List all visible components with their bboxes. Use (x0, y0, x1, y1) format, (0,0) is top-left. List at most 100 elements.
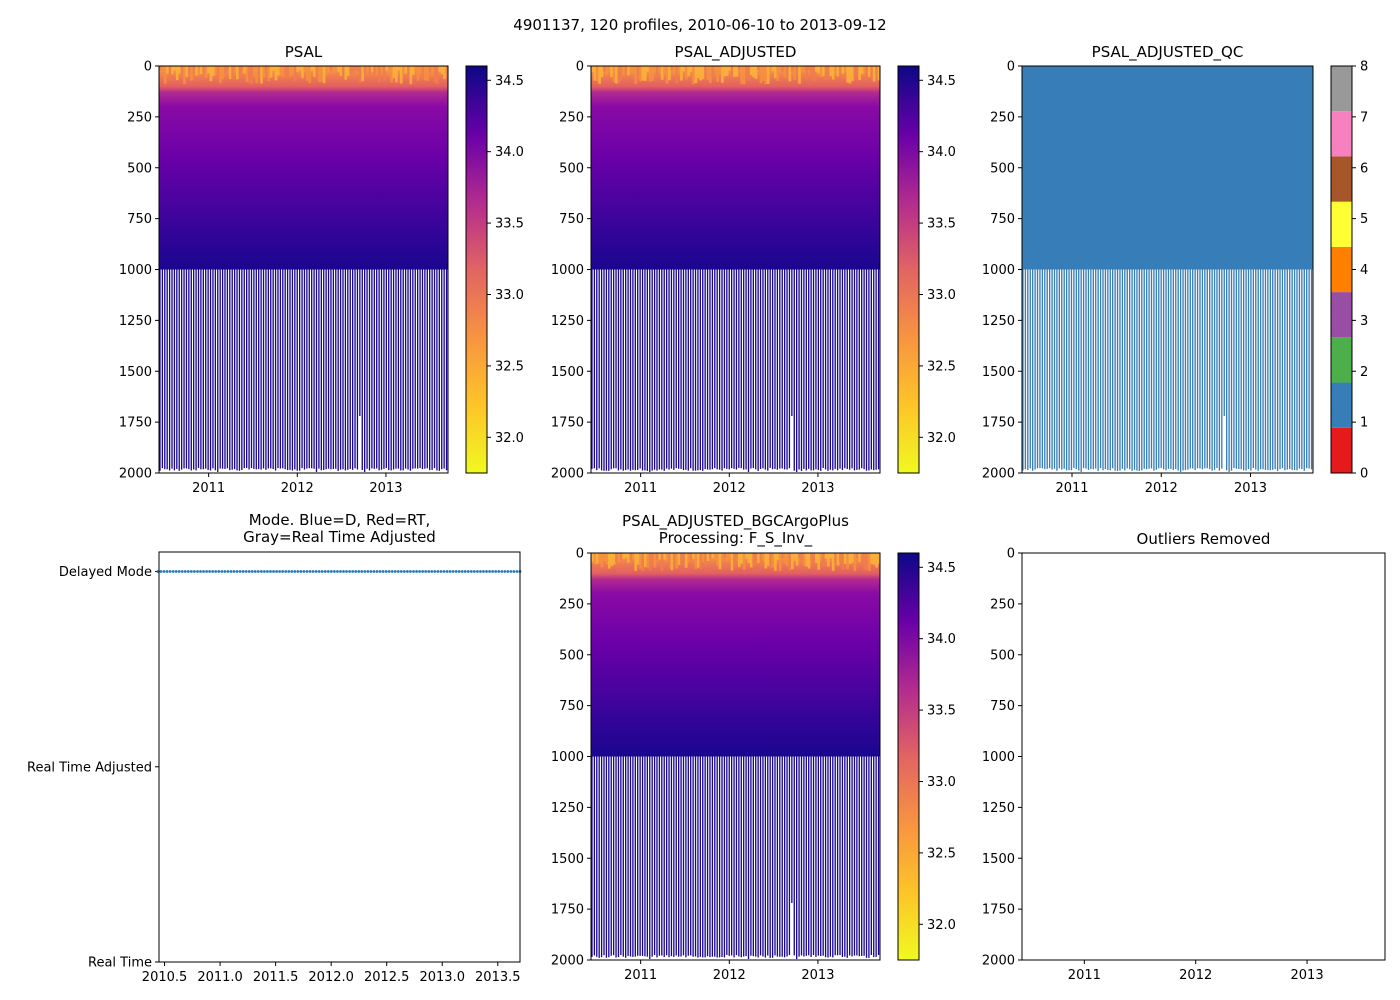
profile-bar (711, 268, 714, 470)
profile-bar (769, 268, 771, 468)
profile-bar (166, 268, 168, 470)
surface-stripe (771, 553, 775, 568)
profile-bar (658, 268, 661, 470)
profile-bar (1223, 268, 1225, 417)
profile-bar (591, 755, 593, 957)
profile-bar (639, 755, 641, 956)
surface-stripe (627, 66, 630, 76)
profile-bar (1279, 268, 1281, 470)
mode-point (208, 570, 212, 573)
surface-stripe (692, 553, 695, 560)
profile-bar (250, 268, 253, 469)
y-tick-label: 250 (127, 110, 152, 125)
profile-bar (776, 755, 779, 957)
mode-point (183, 570, 187, 573)
surface-stripe (435, 66, 439, 84)
surface-stripe (737, 553, 741, 568)
profile-bar (649, 268, 651, 472)
surface-stripe (378, 66, 381, 83)
mode-point (323, 570, 327, 573)
surface-stripe (843, 553, 847, 564)
surface-stripe (387, 66, 391, 75)
profile-bar (303, 268, 306, 470)
surface-stripe (629, 553, 633, 561)
profile-bar (378, 268, 380, 471)
profile-bar (330, 268, 332, 470)
surface-stripe (877, 66, 881, 81)
surface-stripe (636, 553, 640, 565)
surface-stripe (226, 66, 230, 72)
x-tick-label: 2012 (1145, 481, 1178, 496)
profile-bar (745, 268, 747, 470)
profile-bar (762, 755, 764, 957)
profile-bar (733, 755, 735, 958)
profile-bar (349, 268, 351, 469)
profile-bar (388, 268, 390, 471)
heatmap-field (591, 66, 880, 270)
surface-stripe (595, 553, 599, 564)
profile-bar (644, 268, 646, 471)
profile-bar (274, 268, 277, 471)
profile-bar (272, 268, 274, 470)
surface-stripe (598, 66, 601, 84)
profile-bar (839, 755, 841, 956)
surface-stripe (704, 66, 707, 78)
profile-bar (226, 268, 229, 469)
profile-bar (323, 268, 325, 471)
mode-point (497, 570, 501, 573)
surface-stripe (848, 553, 852, 564)
profile-bar (755, 755, 757, 957)
surface-stripe (161, 66, 165, 71)
y-tick-label: 1750 (982, 416, 1015, 431)
profile-bar (1131, 268, 1133, 471)
profile-bar (653, 268, 656, 470)
profile-bar (284, 268, 286, 470)
profile-bar (1024, 268, 1027, 470)
profile-bar (622, 755, 624, 957)
profile-bar (354, 268, 356, 469)
profile-bar (1162, 268, 1165, 470)
colorbar-class (1331, 337, 1352, 383)
surface-stripe (860, 66, 864, 75)
surface-stripe (166, 66, 169, 74)
profile-bar (832, 755, 834, 958)
surface-stripe (699, 66, 703, 81)
profile-bar (265, 268, 267, 470)
surface-stripe (839, 66, 842, 77)
panel-title: Mode. Blue=D, Red=RT, (249, 511, 431, 529)
y-tick-label: 500 (127, 161, 152, 176)
surface-stripe (643, 66, 647, 81)
profile-bar (808, 755, 810, 956)
profile-bar (663, 268, 665, 471)
surface-stripe (670, 553, 674, 571)
x-tick-label: 2011.5 (253, 970, 299, 985)
mode-point (503, 570, 507, 573)
profile-bar (258, 268, 260, 470)
profile-bar (706, 268, 709, 470)
profile-bar (694, 755, 697, 957)
surface-stripe (680, 553, 683, 565)
surface-stripe (298, 66, 302, 71)
surface-stripe (764, 553, 768, 569)
profile-bar (805, 755, 807, 956)
mode-point (165, 570, 169, 573)
surface-stripe (805, 553, 809, 567)
surface-stripe (851, 66, 854, 81)
surface-stripe (716, 553, 719, 567)
profile-bar (771, 268, 774, 470)
mode-point (186, 570, 190, 573)
profile-bar (421, 268, 424, 470)
profile-bar (1255, 268, 1257, 470)
surface-stripe (716, 66, 719, 82)
mode-point (308, 570, 312, 573)
profile-bar (205, 268, 207, 469)
mode-point (418, 570, 421, 573)
mode-point (384, 570, 388, 573)
colorbar-tick-label: 32.0 (495, 431, 524, 446)
mode-point (375, 570, 379, 573)
x-tick-label: 2013.5 (475, 970, 521, 985)
profile-bar (670, 268, 673, 469)
x-tick-label: 2012 (713, 481, 746, 496)
colorbar-tick-label: 34.0 (927, 632, 956, 647)
